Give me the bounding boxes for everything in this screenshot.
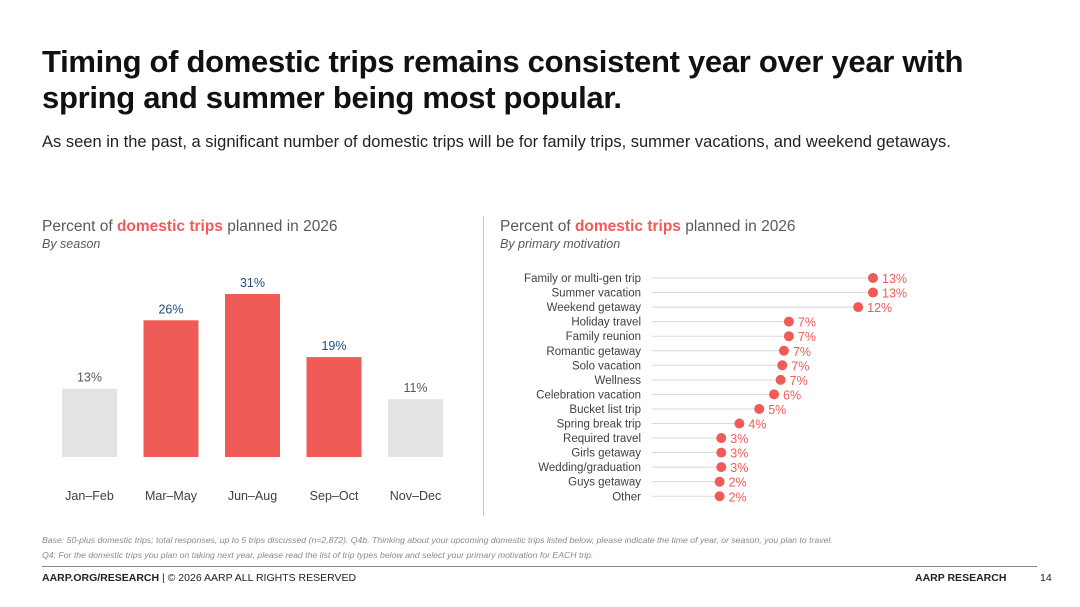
motivation-category-label: Family or multi-gen trip [524, 273, 641, 285]
motivation-dot [868, 273, 878, 283]
motivation-value-label: 3% [730, 432, 748, 446]
motivation-dot-chart: Family or multi-gen trip 13% Summer vacati… [524, 272, 907, 504]
slide-title: Timing of domestic trips remains consist… [42, 44, 964, 115]
season-bar-chart: 13% Jan–Feb 26% Mar–May 31% Jun–Aug 19% Sep–Oct… [62, 276, 443, 503]
season-value-label: 19% [321, 339, 346, 353]
motivation-dot [714, 491, 725, 502]
season-bar [62, 388, 117, 457]
season-category-label: Jun–Aug [228, 489, 277, 503]
motivation-value-label: 12% [867, 301, 892, 315]
motivation-value-label: 7% [791, 359, 809, 373]
motivation-category-label: Guys getaway [568, 477, 641, 489]
motivation-category-label: Romantic getaway [546, 346, 641, 358]
motivation-value-label: 4% [748, 418, 766, 432]
page-number: 14 [1040, 572, 1052, 584]
season-chart-title: Percent of domestic trips planned in 202… [42, 218, 338, 236]
season-chart-title-pre: Percent of [42, 218, 117, 235]
footer-rule [42, 566, 1037, 567]
slide-subtitle: As seen in the past, a significant numbe… [42, 133, 951, 151]
motivation-dot [754, 403, 765, 414]
motivation-category-label: Family reunion [566, 331, 641, 343]
footer-brand: AARP RESEARCH [915, 572, 1007, 584]
season-category-label: Sep–Oct [310, 489, 359, 503]
motivation-chart-title-pre: Percent of [500, 218, 575, 235]
motivation-value-label: 5% [768, 403, 786, 417]
motivation-category-label: Other [612, 491, 641, 503]
motivation-value-label: 3% [730, 461, 748, 475]
motivation-value-label: 2% [729, 490, 747, 504]
panel-divider [483, 216, 484, 516]
motivation-value-label: 13% [882, 287, 907, 301]
motivation-dot [778, 345, 789, 356]
motivation-dot [783, 331, 794, 342]
motivation-category-label: Weekend getaway [547, 302, 642, 314]
season-bar [143, 320, 199, 457]
motivation-chart-title: Percent of domestic trips planned in 202… [500, 218, 796, 236]
footnote: Base: 50-plus domestic trips; total resp… [42, 533, 1042, 563]
motivation-dot [716, 447, 727, 458]
season-value-label: 11% [403, 381, 427, 395]
season-category-label: Mar–May [145, 489, 198, 503]
season-value-label: 13% [77, 371, 102, 385]
footer-left: AARP.ORG/RESEARCH | © 2026 AARP ALL RIGH… [42, 572, 356, 584]
motivation-category-label: Wedding/graduation [538, 462, 641, 474]
motivation-category-label: Solo vacation [572, 360, 641, 372]
motivation-dot [714, 476, 725, 487]
season-bar [225, 294, 280, 457]
season-chart-title-highlight: domestic trips [116, 218, 223, 235]
motivation-category-label: Bucket list trip [569, 404, 641, 416]
motivation-value-label: 6% [783, 388, 801, 402]
motivation-value-label: 7% [798, 330, 816, 344]
motivation-category-label: Spring break trip [557, 419, 641, 431]
motivation-value-label: 7% [790, 374, 808, 388]
season-value-label: 26% [158, 302, 183, 316]
season-bar [388, 399, 443, 457]
motivation-dot [777, 360, 788, 371]
footnote-line-1: Base: 50-plus domestic trips; total resp… [42, 535, 833, 545]
motivation-value-label: 2% [729, 476, 747, 490]
footnote-line-2: Q4: For the domestic trips you plan on t… [42, 550, 594, 560]
motivation-chart-title-highlight: domestic trips [574, 218, 681, 235]
motivation-value-label: 7% [798, 316, 816, 330]
season-category-label: Jan–Feb [65, 489, 114, 503]
motivation-chart-subtitle: By primary motivation [500, 237, 621, 251]
motivation-category-label: Wellness [595, 375, 642, 387]
motivation-dot [734, 418, 745, 429]
motivation-dot [775, 374, 786, 385]
footer-copyright: | © 2026 AARP ALL RIGHTS RESERVED [159, 572, 357, 584]
motivation-dot [853, 302, 864, 313]
motivation-dot [716, 433, 727, 444]
motivation-category-label: Summer vacation [552, 288, 641, 300]
motivation-category-label: Required travel [563, 433, 641, 445]
footer-site-link[interactable]: AARP.ORG/RESEARCH [42, 572, 160, 584]
motivation-chart-title-post: planned in 2026 [680, 218, 796, 235]
season-chart-subtitle: By season [42, 237, 101, 251]
motivation-category-label: Celebration vacation [536, 389, 641, 401]
motivation-dot [716, 462, 727, 473]
motivation-dot [868, 287, 878, 298]
season-chart-title-post: planned in 2026 [222, 218, 338, 235]
motivation-dot [783, 316, 794, 327]
motivation-dot [769, 389, 780, 400]
motivation-value-label: 13% [882, 272, 907, 286]
motivation-value-label: 3% [730, 447, 748, 461]
season-value-label: 31% [240, 276, 265, 290]
motivation-category-label: Girls getaway [571, 448, 641, 460]
motivation-value-label: 7% [793, 345, 811, 359]
season-bar [306, 357, 362, 457]
season-category-label: Nov–Dec [390, 489, 441, 503]
motivation-category-label: Holiday travel [571, 317, 641, 329]
